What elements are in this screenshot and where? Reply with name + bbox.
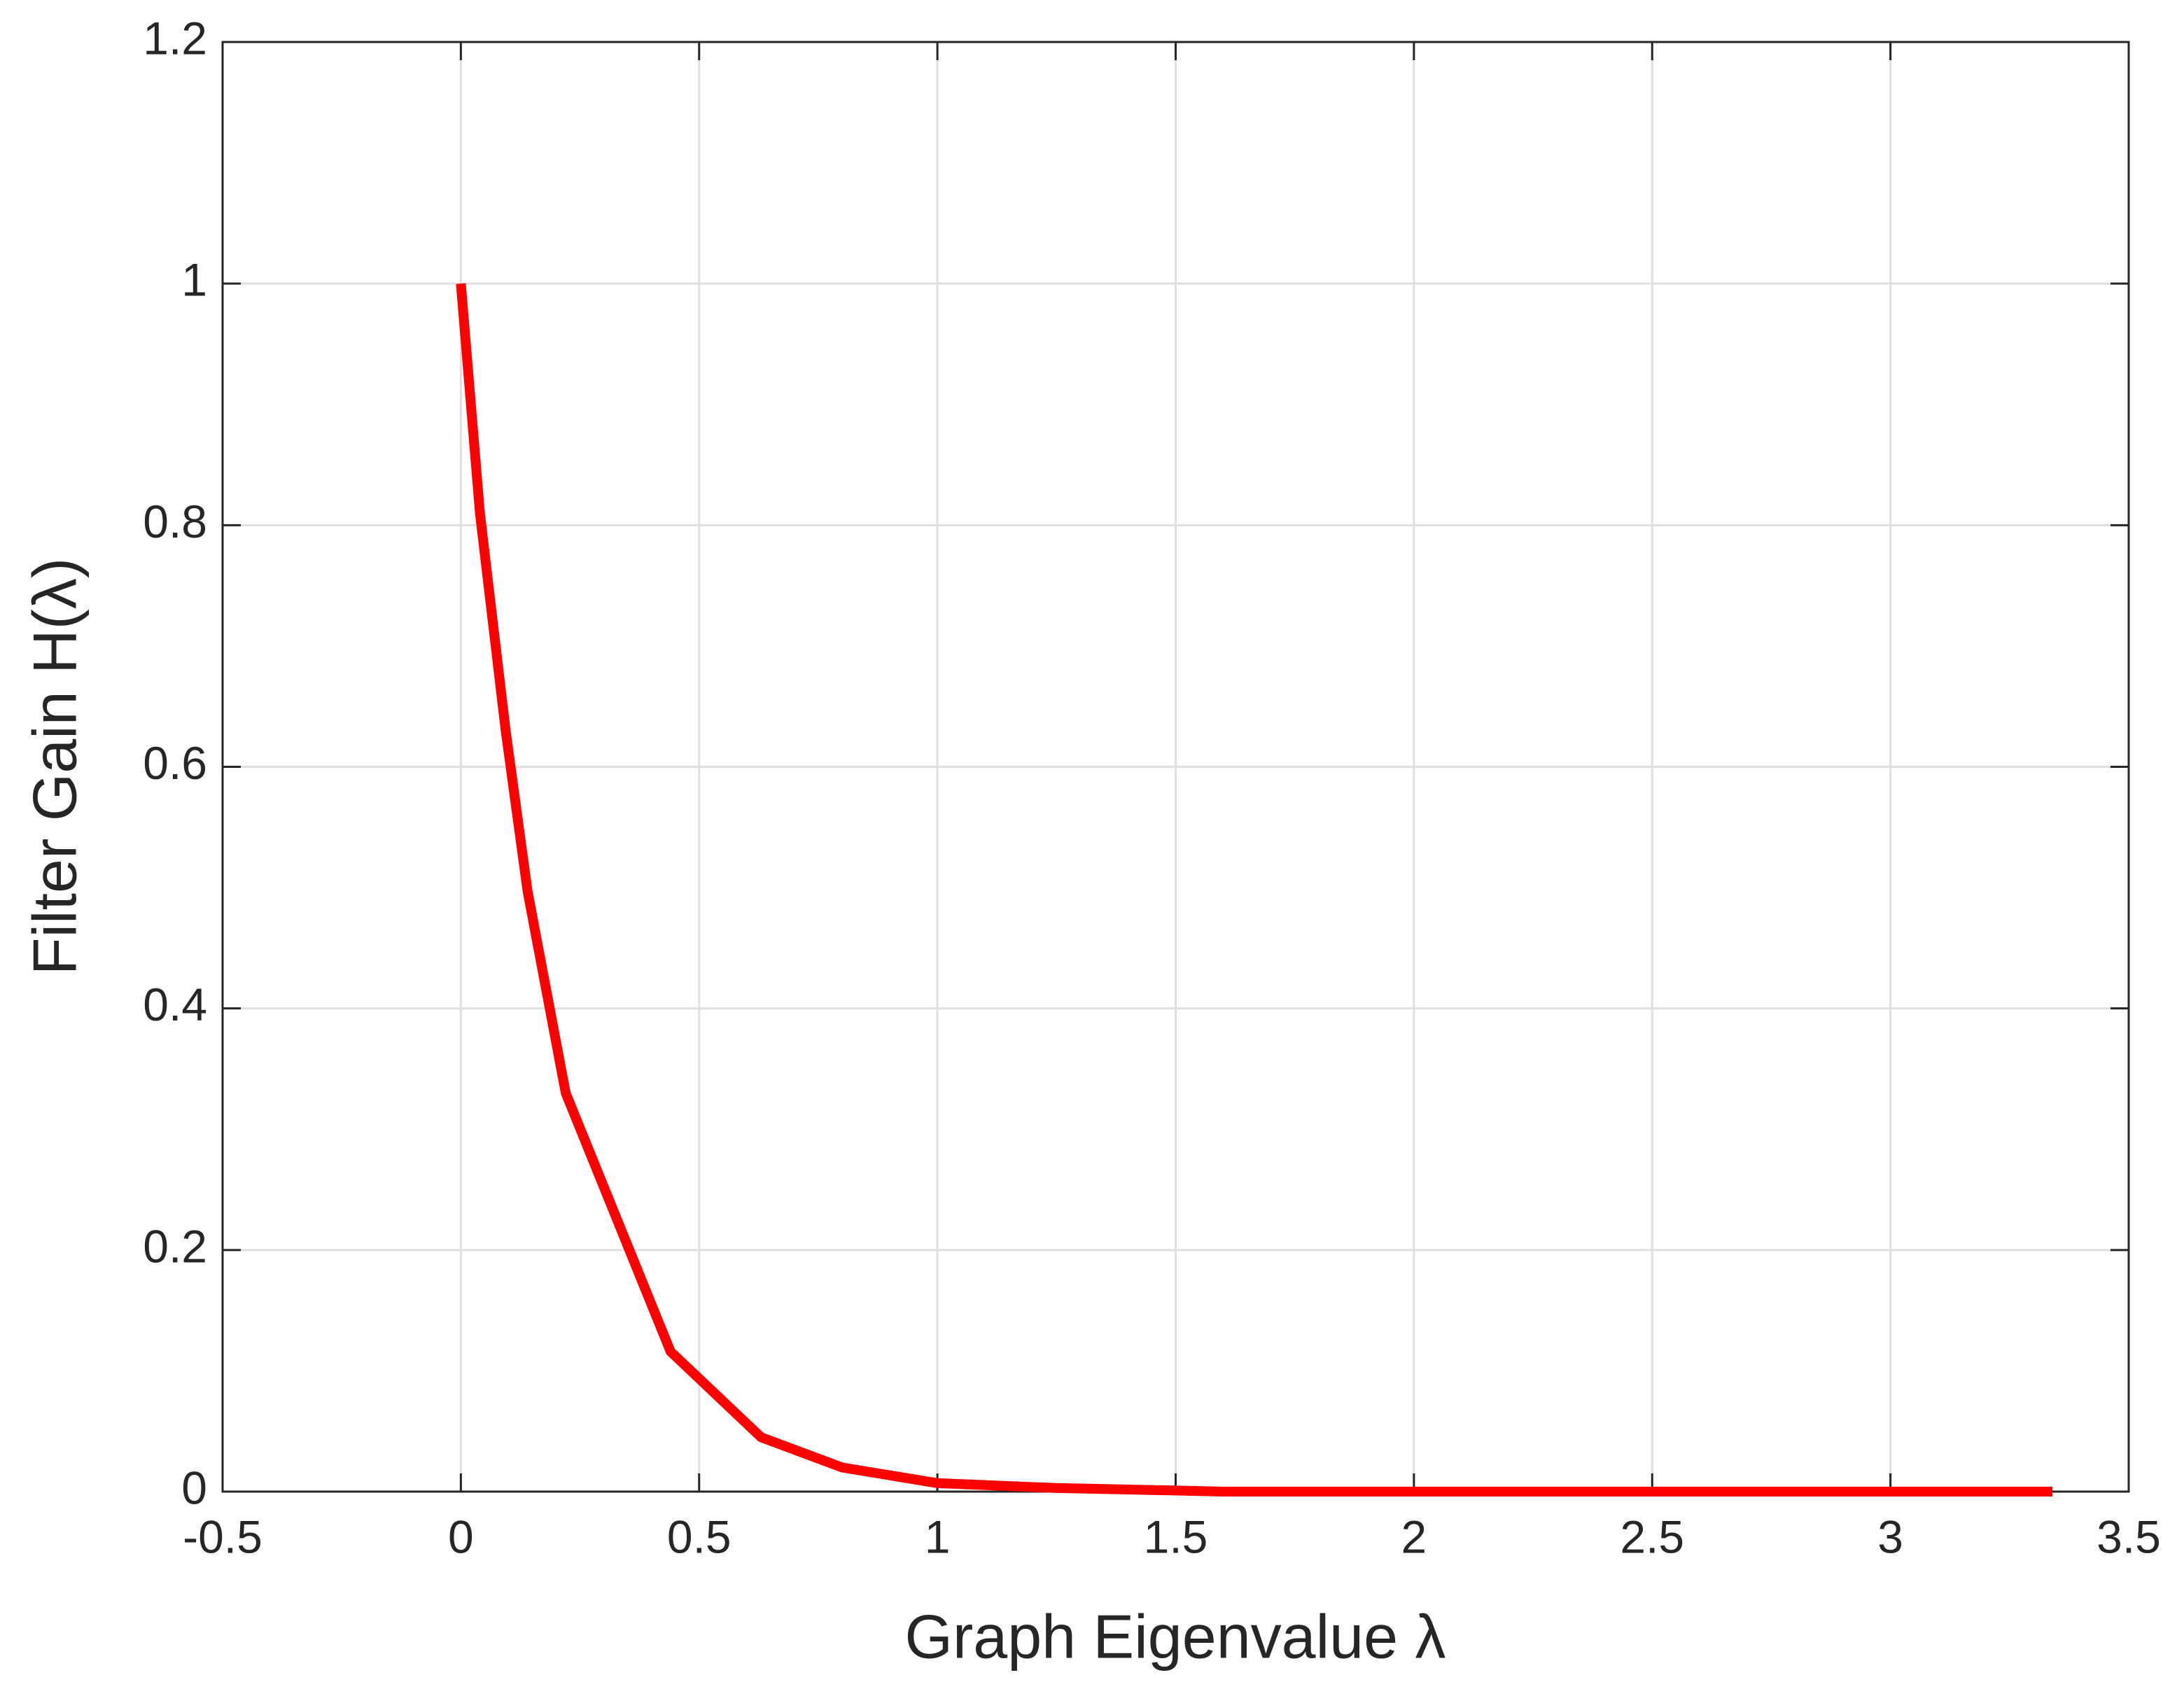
x-axis-label: Graph Eigenvalue λ (905, 1602, 1446, 1671)
y-tick-label: 1 (181, 254, 207, 306)
x-tick-label: 0.5 (667, 1511, 732, 1562)
y-tick-label: 1.2 (143, 12, 207, 64)
x-tick-label: 0 (448, 1511, 474, 1562)
x-tick-label: 1.5 (1144, 1511, 1208, 1562)
x-tick-label: -0.5 (183, 1511, 262, 1562)
y-tick-label: 0.2 (143, 1220, 207, 1272)
y-axis-label: Filter Gain H(λ) (20, 558, 89, 976)
x-tick-label: 3.5 (2096, 1511, 2161, 1562)
x-tick-label: 2.5 (1620, 1511, 1684, 1562)
x-tick-label: 1 (925, 1511, 951, 1562)
x-tick-label: 2 (1401, 1511, 1427, 1562)
data-line (456, 283, 2053, 1497)
y-tick-label: 0.4 (143, 979, 207, 1030)
y-tick-label: 0.8 (143, 496, 207, 547)
y-tick-label: 0.6 (143, 737, 207, 789)
x-tick-label: 3 (1877, 1511, 1903, 1562)
y-tick-label: 0 (181, 1462, 207, 1513)
